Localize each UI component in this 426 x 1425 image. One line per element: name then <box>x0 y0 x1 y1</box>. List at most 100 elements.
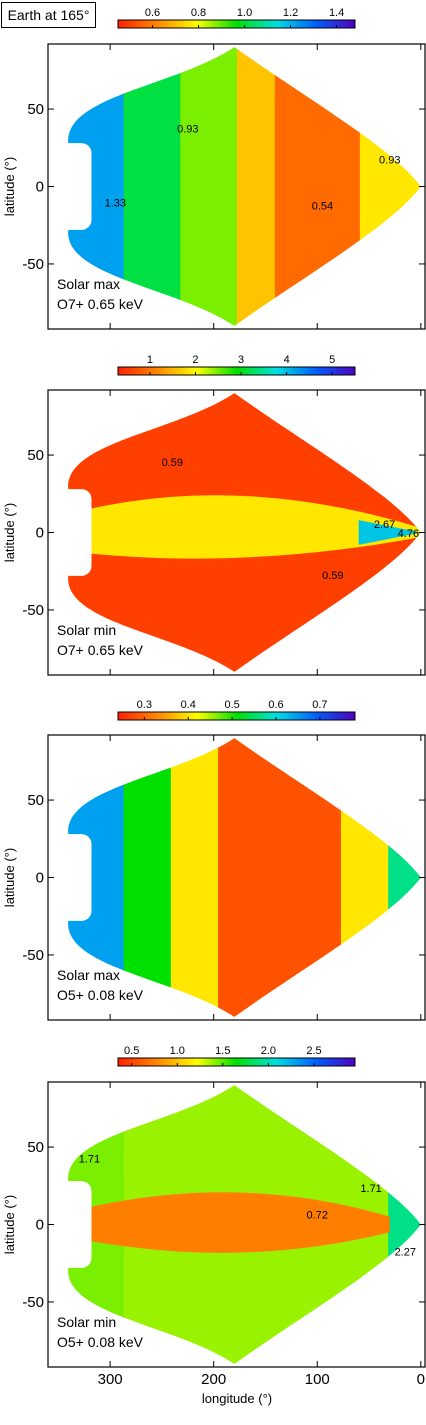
field-band <box>397 1085 409 1364</box>
colorbar-tick-label: 2.5 <box>306 1045 321 1057</box>
contour-label: 0.93 <box>379 154 400 166</box>
colorbar-tick-label: 0.5 <box>224 699 239 711</box>
x-axis-label: longitude (°) <box>202 1391 272 1406</box>
panel-4: 0.5 1.0 1.5 2.0 2.5 300 200 100 0 50 0 -50 latitude … <box>2 1045 426 1406</box>
x-tick-label: 100 <box>305 1371 330 1388</box>
colorbar-tick-label: 1 <box>147 354 153 366</box>
field-band <box>388 47 399 326</box>
field-band <box>237 47 248 326</box>
contour-label: 2.67 <box>374 519 395 531</box>
field-band <box>133 738 144 1017</box>
y-tick-label: 0 <box>36 870 44 887</box>
colorbar-gradient <box>117 1057 356 1067</box>
field-band <box>227 47 238 326</box>
field-band <box>369 738 380 1017</box>
field-band <box>416 47 421 326</box>
field-band <box>104 47 116 326</box>
y-tick-label: -50 <box>22 602 44 619</box>
field-band <box>416 1085 421 1364</box>
colorbar-gradient <box>117 19 356 29</box>
field-band <box>312 738 324 1017</box>
annotation-line: O5+ 0.08 keV <box>57 1334 144 1350</box>
field-band <box>246 47 257 326</box>
field-band <box>123 47 135 326</box>
colorbar-tick-label: 0.4 <box>181 699 196 711</box>
field-band <box>322 47 333 326</box>
colorbar-tick-label: 1.4 <box>329 7 344 19</box>
annotation-line: Solar min <box>57 1314 116 1330</box>
field-band <box>416 738 421 1017</box>
field-band <box>133 47 144 326</box>
contour-label: 1.33 <box>105 198 126 210</box>
x-tick-label: 0 <box>417 1371 425 1388</box>
excluded-region <box>53 489 92 576</box>
excluded-region <box>53 143 92 230</box>
colorbar: 0.6 0.8 1.0 1.2 1.4 <box>117 7 356 29</box>
field-band <box>95 47 106 326</box>
field-band <box>397 738 409 1017</box>
field-band <box>255 47 267 326</box>
colorbar-tick-label: 2.0 <box>261 1045 276 1057</box>
field-band <box>274 738 286 1017</box>
field-band <box>293 738 305 1017</box>
y-axis-label: latitude (°) <box>2 848 17 907</box>
y-tick-label: 50 <box>27 792 44 809</box>
field-band <box>142 47 153 326</box>
field-band <box>208 738 220 1017</box>
colorbar-tick-label: 1.5 <box>215 1045 230 1057</box>
annotation-line: O5+ 0.08 keV <box>57 987 144 1003</box>
contour-label: 0.59 <box>162 457 183 469</box>
y-tick-label: -50 <box>22 1294 44 1311</box>
x-tick-label: 300 <box>98 1371 123 1388</box>
excluded-region <box>53 834 92 921</box>
field-band <box>312 47 324 326</box>
colorbar-tick-label: 1.0 <box>237 7 252 19</box>
field-band <box>350 738 361 1017</box>
field-band <box>331 47 342 326</box>
contour-label: 1.71 <box>79 1154 100 1166</box>
colorbar-gradient <box>117 366 356 376</box>
colorbar-tick-label: 0.7 <box>312 699 327 711</box>
field-band <box>199 47 210 326</box>
colorbar-tick-label: 0.6 <box>268 699 283 711</box>
field-band <box>170 738 182 1017</box>
figure-title: Earth at 165° <box>1 2 96 28</box>
field-band <box>104 738 116 1017</box>
field-band <box>227 738 238 1017</box>
colorbar-tick-label: 0.6 <box>145 7 160 19</box>
field-band <box>218 738 229 1017</box>
colorbar-tick-label: 1.0 <box>170 1045 185 1057</box>
y-tick-label: 50 <box>27 447 44 464</box>
field-band <box>161 738 172 1017</box>
field-band <box>331 738 342 1017</box>
y-axis-label: latitude (°) <box>2 157 17 216</box>
colorbar-tick-label: 4 <box>284 354 290 366</box>
field-band <box>199 738 210 1017</box>
field-band <box>114 47 125 326</box>
colorbar-tick-label: 1.2 <box>283 7 298 19</box>
annotation-line: Solar max <box>57 967 120 983</box>
field-band <box>246 738 257 1017</box>
field-band <box>397 47 409 326</box>
y-tick-label: 50 <box>27 101 44 118</box>
colorbar-tick-label: 2 <box>192 354 198 366</box>
field-band <box>189 738 201 1017</box>
nose-region <box>358 520 421 545</box>
y-axis-label: latitude (°) <box>2 1195 17 1254</box>
contour-label: 1.71 <box>360 1183 381 1195</box>
field-band <box>189 47 201 326</box>
field-band <box>142 738 153 1017</box>
field-band <box>208 47 220 326</box>
colorbar: 1 2 3 4 5 <box>117 354 356 376</box>
field-band <box>237 738 248 1017</box>
field-band <box>303 738 314 1017</box>
contour-label: 0.72 <box>307 1209 328 1221</box>
colorbar-tick-label: 3 <box>238 354 244 366</box>
y-tick-label: 0 <box>36 179 44 196</box>
annotation-line: Solar max <box>57 276 120 292</box>
field-band <box>407 738 418 1017</box>
field-band <box>378 738 390 1017</box>
field-band <box>340 47 352 326</box>
field-band <box>388 1085 399 1364</box>
field-band <box>170 47 182 326</box>
